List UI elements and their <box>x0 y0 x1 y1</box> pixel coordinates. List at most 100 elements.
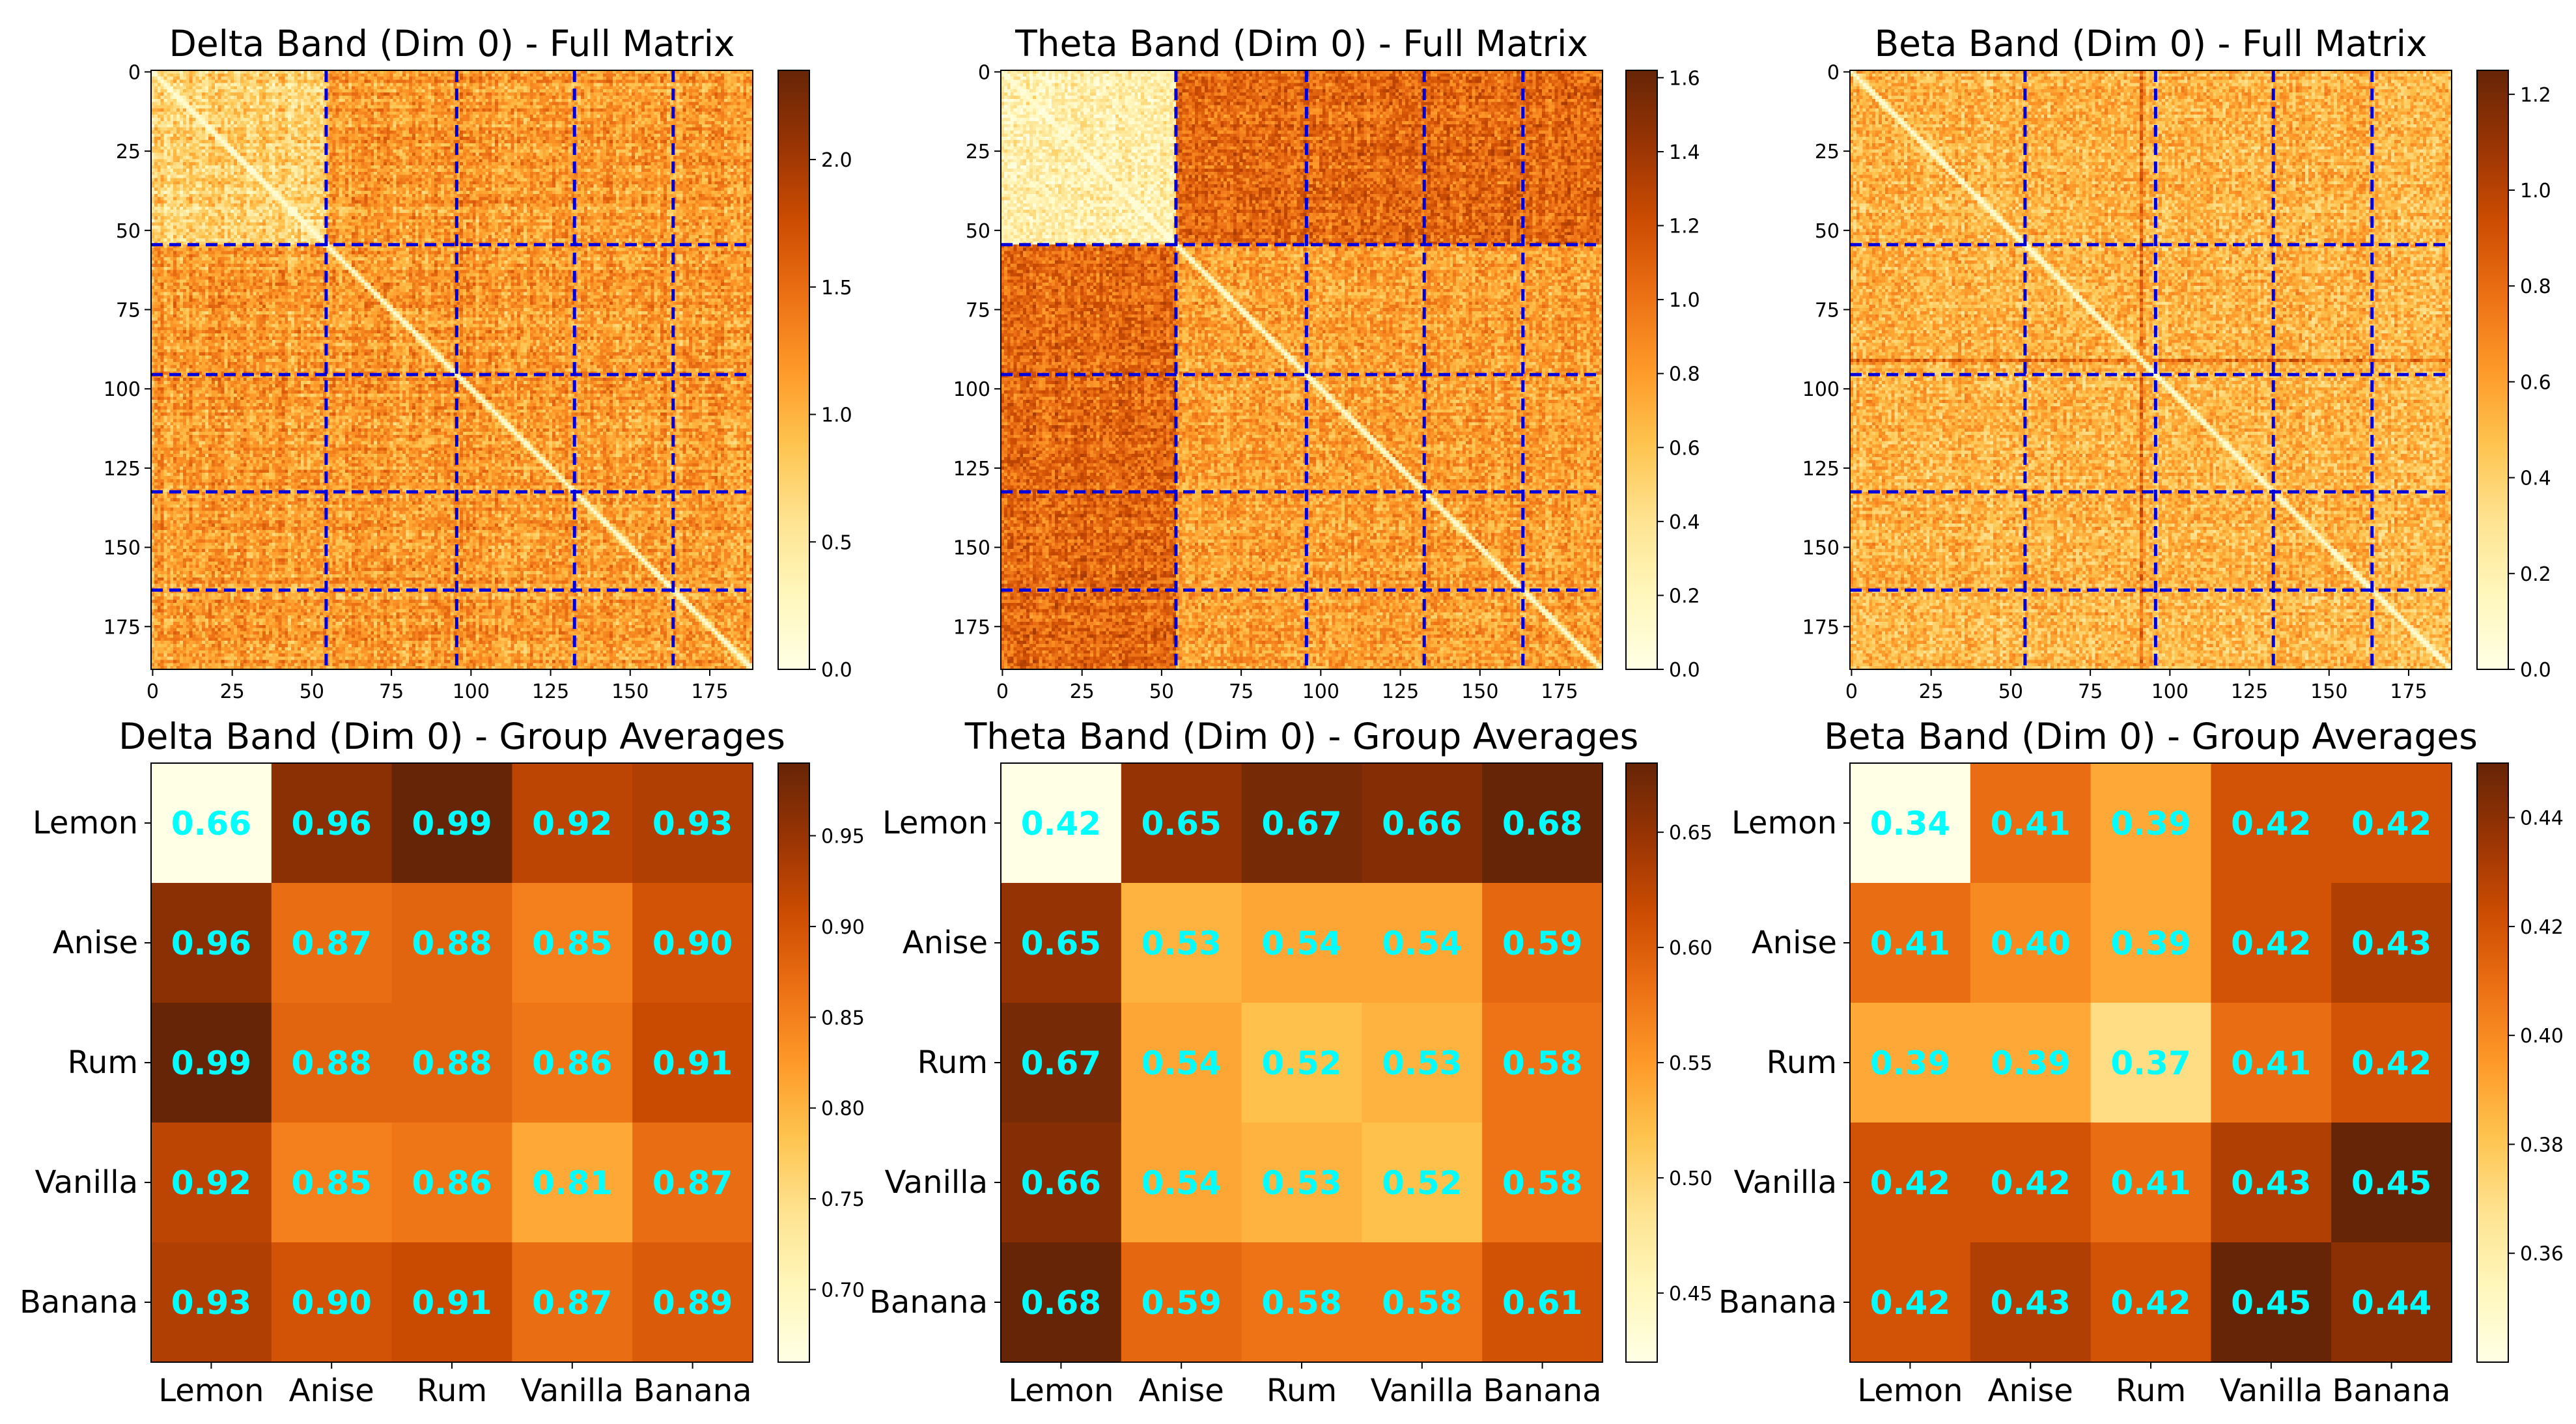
colorbar-tick-label: 0.0 <box>1669 659 1700 682</box>
y-category-label: Anise <box>903 925 988 961</box>
cell-value-label: 0.90 <box>292 1284 372 1322</box>
cell-value-label: 0.41 <box>1991 805 2071 843</box>
chart-title: Theta Band (Dim 0) - Full Matrix <box>1015 23 1588 64</box>
heatmap-cell <box>1970 883 2092 1003</box>
heatmap-cell <box>1001 1123 1122 1243</box>
heatmap-cell <box>271 1123 393 1243</box>
y-category-label: Banana <box>20 1284 138 1320</box>
y-tick-label: 150 <box>104 537 141 560</box>
cell-value-label: 0.52 <box>1261 1044 1341 1082</box>
heatmap-cell <box>1241 1123 1362 1243</box>
cell-value-label: 0.42 <box>1991 1164 2071 1202</box>
y-tick-label: 0 <box>978 61 990 84</box>
colorbar-tick-label: 2.0 <box>821 149 852 172</box>
cell-value-label: 0.87 <box>652 1164 733 1202</box>
heatmap-cell <box>632 763 753 884</box>
heatmap-cell <box>2331 1003 2452 1123</box>
full-matrix-panel-0: 0 25 50 75 100 125 150 175 0 25 50 75 100 125 150 175 De… <box>104 23 753 703</box>
x-tick-label: 50 <box>300 680 324 703</box>
cell-value-label: 0.41 <box>2231 1044 2311 1082</box>
cell-value-label: 0.58 <box>1502 1044 1582 1082</box>
plot-frame <box>1849 70 2452 670</box>
colorbar-4: 0.45 0.50 0.55 0.60 0.65 <box>1625 762 1713 1363</box>
y-tick-label: 0 <box>128 61 141 84</box>
cell-value-label: 0.54 <box>1141 1044 1222 1082</box>
colorbar-tick-label: 1.0 <box>1669 289 1700 312</box>
cell-value-label: 0.96 <box>292 805 372 843</box>
heatmap-cell <box>2090 763 2211 884</box>
y-tick-label: 150 <box>953 537 990 560</box>
heatmap-cell <box>2331 1242 2452 1363</box>
heatmap-cell <box>271 883 393 1003</box>
colorbar-gradient <box>1625 70 1658 670</box>
heatmap-cell <box>1001 1003 1122 1123</box>
x-tick-label: 175 <box>691 680 728 703</box>
heatmap-cell <box>2090 883 2211 1003</box>
x-tick-label: 50 <box>1149 680 1174 703</box>
cell-value-label: 0.34 <box>1870 805 1950 843</box>
colorbar-gradient <box>777 70 810 670</box>
chart-title: Delta Band (Dim 0) - Group Averages <box>119 716 785 757</box>
cell-value-label: 0.68 <box>1502 805 1582 843</box>
cell-value-label: 0.86 <box>532 1044 612 1082</box>
heatmap-cell <box>151 1242 272 1363</box>
cell-value-label: 0.65 <box>1021 925 1101 962</box>
colorbar-5: 0.36 0.38 0.40 0.42 0.44 <box>2476 762 2564 1363</box>
heatmap-cell <box>512 763 633 884</box>
cell-value-label: 0.81 <box>532 1164 612 1202</box>
cell-value-label: 0.89 <box>652 1284 733 1322</box>
heatmap-cell <box>1362 1123 1483 1243</box>
cell-value-label: 0.44 <box>2351 1284 2431 1322</box>
heatmap-cell <box>1970 1242 2092 1363</box>
colorbar-tick-label: 0.55 <box>1669 1052 1713 1075</box>
colorbar-tick-label: 1.0 <box>2520 180 2551 202</box>
y-tick-label: 25 <box>1815 141 1840 163</box>
colorbar-tick-label: 0.70 <box>821 1279 865 1302</box>
cell-value-label: 0.99 <box>412 805 492 843</box>
heatmap-cell <box>2211 763 2332 884</box>
heatmap-cell <box>1241 1003 1362 1123</box>
cell-value-label: 0.91 <box>412 1284 492 1322</box>
heatmap-cell <box>1001 883 1122 1003</box>
y-category-label: Lemon <box>882 805 988 841</box>
heatmap-cell <box>1482 883 1603 1003</box>
y-category-label: Anise <box>1752 925 1837 961</box>
cell-value-label: 0.66 <box>1021 1164 1101 1202</box>
y-tick-label: 75 <box>966 300 990 322</box>
cell-value-label: 0.61 <box>1502 1284 1582 1322</box>
heatmap-cell <box>1121 763 1242 884</box>
x-category-label: Anise <box>289 1373 374 1409</box>
heatmap-cell <box>2211 1123 2332 1243</box>
colorbar-tick-label: 0.65 <box>1669 822 1713 845</box>
colorbar-tick-label: 0.44 <box>2520 807 2564 830</box>
heatmap-cell <box>1362 1003 1483 1123</box>
colorbar-tick-label: 0.5 <box>821 531 852 554</box>
cell-value-label: 0.39 <box>2110 925 2191 962</box>
heatmap-cell <box>1121 1242 1242 1363</box>
x-category-label: Banana <box>2332 1373 2451 1409</box>
colorbar-tick-label: 0.60 <box>1669 937 1713 960</box>
x-tick-label: 75 <box>2078 680 2103 703</box>
heatmap-cell <box>1970 1003 2092 1123</box>
y-tick-label: 175 <box>1802 616 1840 639</box>
x-tick-label: 125 <box>532 680 569 703</box>
heatmap-cell <box>2331 1123 2452 1243</box>
group-average-panel-2: 0.34 0.41 0.39 0.42 0.42 0.41 0.40 0.39 0.42 0.43… <box>1718 716 2478 1409</box>
heatmap-cell <box>271 1003 393 1123</box>
cell-value-label: 0.42 <box>1021 805 1101 843</box>
colorbar-tick-label: 1.2 <box>1669 216 1700 238</box>
x-tick-label: 0 <box>1845 680 1858 703</box>
cell-value-label: 0.39 <box>2110 805 2191 843</box>
x-category-label: Anise <box>1139 1373 1224 1409</box>
colorbar-tick-label: 0.0 <box>821 659 852 682</box>
x-tick-label: 125 <box>2231 680 2268 703</box>
heatmap-cell <box>1850 763 1971 884</box>
matrix-image <box>1001 70 1603 669</box>
cell-value-label: 0.88 <box>412 925 492 962</box>
colorbar-tick-label: 0.36 <box>2520 1243 2564 1266</box>
cell-value-label: 0.85 <box>532 925 612 962</box>
heatmap-cell <box>151 763 272 884</box>
x-tick-label: 25 <box>220 680 245 703</box>
cell-value-label: 0.42 <box>2231 805 2311 843</box>
